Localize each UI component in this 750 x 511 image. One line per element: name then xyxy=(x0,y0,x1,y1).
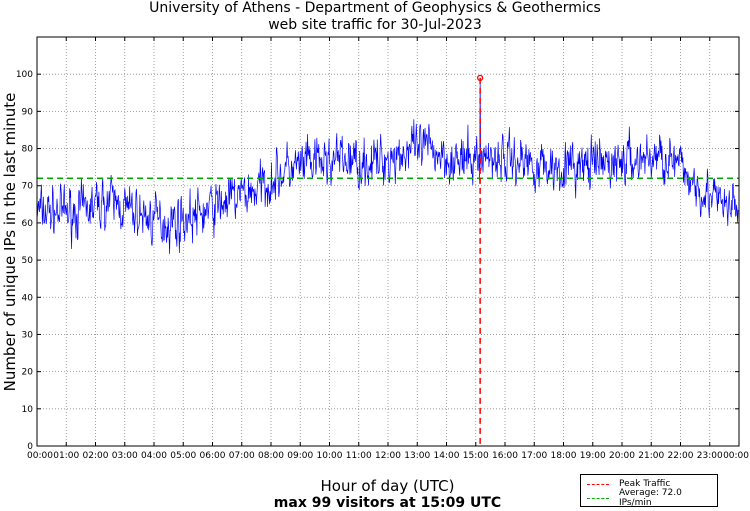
x-tick-label: 03:00 xyxy=(112,451,138,461)
peak-marker xyxy=(476,74,484,82)
x-tick-label: 18:00 xyxy=(551,451,577,461)
peak-summary: max 99 visitors at 15:09 UTC xyxy=(273,495,502,511)
y-axis-label: Number of unique IPs in the last minute xyxy=(1,92,19,392)
x-tick-label: 08:00 xyxy=(258,451,284,461)
y-tick-label: 70 xyxy=(22,182,34,192)
y-tick-label: 30 xyxy=(22,330,34,340)
y-tick-label: 0 xyxy=(27,442,33,452)
x-tick-label: 15:00 xyxy=(463,451,489,461)
x-tick-label: 23:00 xyxy=(697,451,723,461)
legend-swatch-average xyxy=(587,497,609,499)
x-tick-label: 16:00 xyxy=(492,451,518,461)
y-tick-label: 80 xyxy=(22,145,34,155)
x-axis-label: Hour of day (UTC) xyxy=(320,477,455,495)
y-tick-label: 40 xyxy=(22,293,34,303)
legend-item-peak: Peak Traffic xyxy=(587,478,670,490)
x-tick-label: 10:00 xyxy=(317,451,343,461)
x-tick-label: 06:00 xyxy=(200,451,226,461)
legend-item-average: Average: 72.0 IPs/min xyxy=(587,488,717,508)
x-tick-label: 20:00 xyxy=(609,451,635,461)
x-tick-label: 19:00 xyxy=(580,451,606,461)
x-tick-label: 13:00 xyxy=(404,451,430,461)
legend-label-peak: Peak Traffic xyxy=(619,479,671,489)
x-tick-label: 05:00 xyxy=(170,451,196,461)
x-tick-label: 04:00 xyxy=(141,451,167,461)
x-tick-label: 21:00 xyxy=(638,451,664,461)
y-tick-label: 10 xyxy=(22,405,34,415)
legend: Peak Traffic Average: 72.0 IPs/min xyxy=(580,474,718,508)
y-tick-label: 20 xyxy=(22,368,34,378)
x-tick-label: 12:00 xyxy=(375,451,401,461)
x-tick-label: 00:00 xyxy=(723,451,749,461)
x-tick-label: 11:00 xyxy=(346,451,372,461)
traffic-series-line xyxy=(36,77,739,254)
x-tick-label: 17:00 xyxy=(521,451,547,461)
x-tick-label: 22:00 xyxy=(668,451,694,461)
y-tick-label: 100 xyxy=(16,70,33,80)
x-tick-label: 00:00 xyxy=(27,451,53,461)
x-tick-label: 07:00 xyxy=(229,451,255,461)
y-tick-label: 90 xyxy=(22,107,34,117)
legend-swatch-peak xyxy=(587,483,609,485)
chart-title: University of Athens - Department of Geo… xyxy=(149,0,601,16)
x-tick-label: 09:00 xyxy=(287,451,313,461)
y-tick-label: 50 xyxy=(22,256,34,266)
chart-title-line-2: web site traffic for 30-Jul-2023 xyxy=(268,17,482,33)
y-tick-label: 60 xyxy=(22,219,34,229)
legend-label-average: Average: 72.0 IPs/min xyxy=(618,488,682,508)
x-tick-label: 02:00 xyxy=(83,451,109,461)
x-tick-label: 14:00 xyxy=(434,451,460,461)
x-tick-label: 01:00 xyxy=(53,451,79,461)
